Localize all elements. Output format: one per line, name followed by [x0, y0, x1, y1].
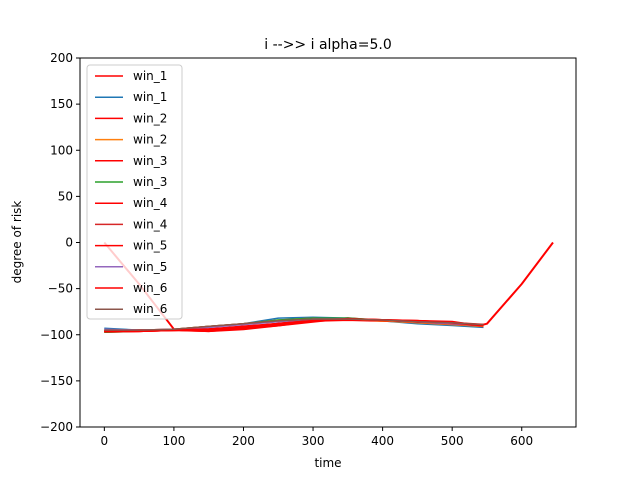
- y-tick-label: 100: [50, 143, 73, 157]
- legend-label: win_6: [133, 302, 167, 316]
- legend-label: win_1: [133, 90, 167, 104]
- legend: win_1 win_1 win_2 win_2 win_3 win_3 win_4 win_4…: [86, 64, 183, 320]
- chart-title: i -->> i alpha=5.0: [264, 37, 392, 53]
- legend-label: win_4: [133, 217, 167, 231]
- x-tick-label: 0: [101, 434, 109, 448]
- y-tick-label: −200: [40, 420, 73, 434]
- legend-label: win_6: [133, 281, 167, 295]
- x-tick-label: 600: [510, 434, 533, 448]
- y-tick-label: 50: [58, 189, 73, 203]
- legend-label: win_3: [133, 154, 167, 168]
- y-tick-label: −100: [40, 328, 73, 342]
- x-axis-label: time: [314, 456, 341, 470]
- legend-label: win_1: [133, 69, 167, 83]
- y-tick-label: −50: [48, 282, 73, 296]
- y-axis-label: degree of risk: [10, 201, 24, 284]
- y-tick-label: 150: [50, 97, 73, 111]
- legend-label: win_5: [133, 260, 167, 274]
- legend-label: win_2: [133, 111, 167, 125]
- y-tick-label: 0: [65, 236, 73, 250]
- x-tick-label: 400: [371, 434, 394, 448]
- y-axis-ticks: −200 −150 −100 −50 0 50 100 150 200: [40, 51, 80, 434]
- x-tick-label: 100: [162, 434, 185, 448]
- plot-area: [79, 57, 577, 428]
- legend-label: win_4: [133, 196, 167, 210]
- legend-box: [86, 64, 183, 320]
- y-tick-label: −150: [40, 374, 73, 388]
- x-axis-ticks: 0 100 200 300 400 500 600: [101, 427, 533, 448]
- x-tick-label: 200: [232, 434, 255, 448]
- legend-label: win_2: [133, 133, 167, 147]
- legend-label: win_3: [133, 175, 167, 189]
- y-tick-label: 200: [50, 51, 73, 65]
- x-tick-label: 300: [302, 434, 325, 448]
- x-tick-label: 500: [441, 434, 464, 448]
- legend-label: win_5: [133, 239, 167, 253]
- series-layer: [103, 241, 554, 333]
- series-line-12: [104, 318, 484, 331]
